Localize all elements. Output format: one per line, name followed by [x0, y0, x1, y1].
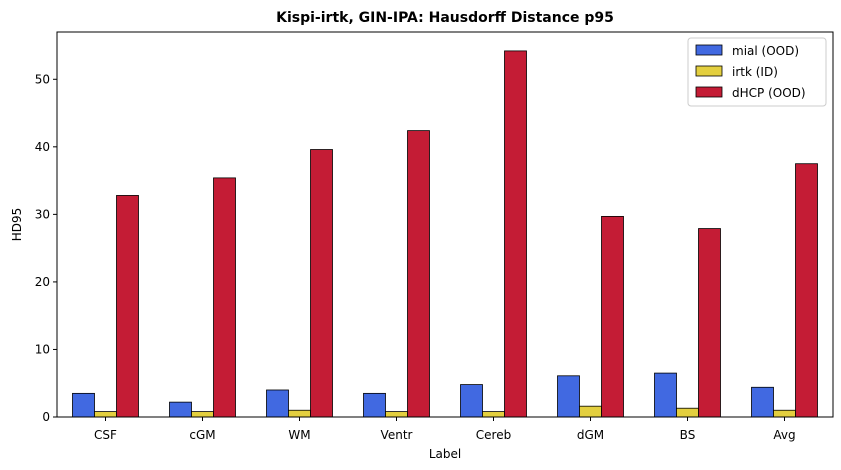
y-tick-label: 50	[35, 72, 50, 86]
bar-wm-dhcp	[310, 149, 333, 418]
y-tick-label: 0	[42, 410, 50, 424]
x-tick-label: dGM	[577, 428, 604, 442]
bar-bs-irtk	[676, 407, 699, 418]
bar-ventr-dhcp	[407, 130, 430, 418]
y-tick-label: 20	[35, 275, 50, 289]
bar-avg-irtk	[773, 409, 796, 418]
legend-box	[687, 37, 827, 107]
x-axis: CSF cGM WM Ventr Cereb dGM BS Avg	[94, 417, 796, 442]
bar-csf-mial	[72, 392, 95, 418]
y-axis-label: HD95	[10, 208, 24, 242]
x-tick-label: WM	[288, 428, 310, 442]
x-axis-label: Label	[429, 447, 461, 461]
x-tick-label: cGM	[189, 428, 215, 442]
bar-cereb-dhcp	[504, 50, 527, 418]
bar-dgm-mial	[557, 375, 580, 418]
bar-cgm-mial	[169, 401, 192, 418]
legend-swatch	[695, 44, 723, 56]
bar-bs-mial	[654, 372, 677, 418]
bar-cereb-irtk	[482, 411, 505, 418]
plot-frame	[56, 31, 834, 418]
y-tick-label: 30	[35, 207, 50, 221]
legend-swatch	[695, 86, 723, 98]
bar-ventr-irtk	[385, 411, 408, 418]
bar-wm-irtk	[288, 409, 311, 418]
bar-bs-dhcp	[698, 228, 721, 418]
x-tick-label: Ventr	[381, 428, 413, 442]
bar-cgm-irtk	[191, 411, 214, 418]
bar-cereb-mial	[460, 384, 483, 418]
legend-entry: mial (OOD)	[732, 44, 799, 58]
y-tick-label: 10	[35, 342, 50, 356]
y-tick-label: 40	[35, 140, 50, 154]
x-tick-label: BS	[680, 428, 696, 442]
x-tick-label: Avg	[773, 428, 795, 442]
x-tick-label: Cereb	[476, 428, 511, 442]
bar-csf-irtk	[94, 411, 117, 418]
bar-dgm-irtk	[579, 405, 602, 418]
bar-cgm-dhcp	[213, 177, 236, 418]
y-axis: 0 10 20 30 40 50	[35, 72, 57, 424]
legend-entry: dHCP (OOD)	[732, 86, 806, 100]
chart-title: Kispi-irtk, GIN-IPA: Hausdorff Distance …	[276, 10, 614, 26]
bar-avg-mial	[751, 386, 774, 418]
bar-dgm-dhcp	[601, 215, 624, 418]
legend-swatch	[695, 65, 723, 77]
legend-entry: irtk (ID)	[732, 65, 778, 79]
bar-avg-dhcp	[795, 163, 818, 418]
bar-csf-dhcp	[116, 195, 139, 418]
x-tick-label: CSF	[94, 428, 117, 442]
legend: mial (OOD) irtk (ID) dHCP (OOD)	[687, 37, 827, 107]
bar-ventr-mial	[363, 392, 386, 418]
bar-wm-mial	[266, 389, 289, 418]
